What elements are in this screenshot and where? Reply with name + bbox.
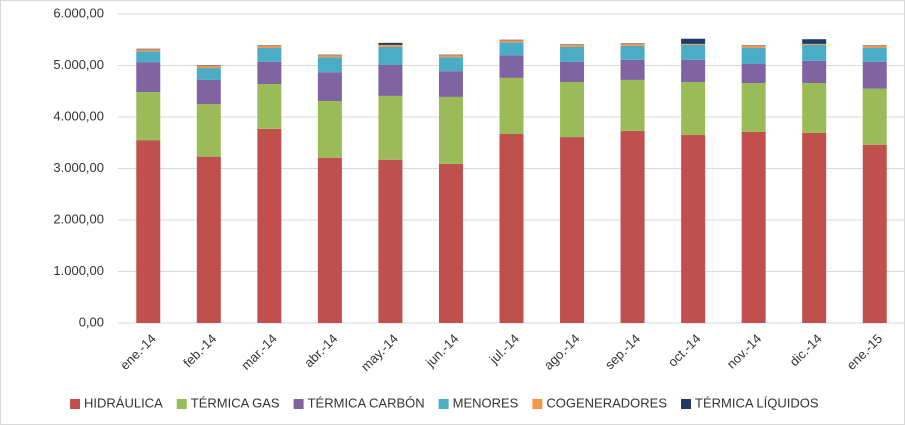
bar-segment <box>620 43 645 44</box>
bar-segment <box>862 47 887 62</box>
bar-segment <box>681 59 706 82</box>
bar-segment <box>862 45 887 48</box>
bar-segment <box>802 60 827 84</box>
bar-segment <box>317 72 342 102</box>
y-tick-label: 5.000,00 <box>53 57 104 72</box>
bar-segment <box>196 104 221 157</box>
bar-segment <box>378 64 403 96</box>
bar-segment <box>741 63 766 84</box>
bar-segment <box>136 49 161 52</box>
bar-segment <box>560 137 585 323</box>
bar-segment <box>620 43 645 46</box>
legend-label: TÉRMICA GAS <box>191 395 280 410</box>
bar-segment <box>499 55 524 78</box>
bar-segment <box>560 81 585 138</box>
legend-swatch <box>532 399 543 409</box>
bar-segment <box>438 57 463 72</box>
legend-swatch <box>176 399 187 409</box>
y-tick-label: 6.000,00 <box>53 5 104 20</box>
bar-segment <box>862 45 887 46</box>
legend-swatch <box>70 399 80 409</box>
bar-segment <box>136 140 161 323</box>
bar-segment <box>438 71 463 97</box>
bar-segment <box>499 133 524 323</box>
bar-segment <box>499 42 524 56</box>
bar-segment <box>378 42 403 45</box>
bar-segment <box>438 163 463 323</box>
bar-segment <box>317 157 342 323</box>
bar-segment <box>378 44 403 47</box>
bar-segment <box>681 44 706 60</box>
bar-segment <box>620 130 645 323</box>
bar-segment <box>257 84 282 129</box>
bar-segment <box>257 47 282 62</box>
bar-segment <box>681 135 706 323</box>
bar-segment <box>499 39 524 41</box>
y-tick-label: 0,00 <box>79 314 104 329</box>
bar-segment <box>499 77 524 134</box>
bar-segment <box>378 46 403 65</box>
bar-segment <box>802 44 827 61</box>
legend-swatch <box>681 399 691 409</box>
bar-segment <box>136 51 161 63</box>
bar-segment <box>257 128 282 323</box>
legend-label: COGENERADORES <box>546 395 667 410</box>
bar-segment <box>802 39 827 44</box>
y-tick-label: 3.000,00 <box>53 160 104 175</box>
bar-segment <box>499 40 524 43</box>
bar-segment <box>681 81 706 136</box>
bar-segment <box>620 59 645 80</box>
bar-segment <box>862 88 887 145</box>
bar-segment <box>317 101 342 158</box>
legend-swatch <box>438 399 449 409</box>
bar-segment <box>378 159 403 323</box>
bar-segment <box>560 44 585 47</box>
bar-segment <box>620 79 645 131</box>
bar-segment <box>196 66 221 69</box>
y-tick-label: 1.000,00 <box>53 263 104 278</box>
legend-label: TÉRMICA LÍQUIDOS <box>695 395 819 410</box>
bar-segment <box>196 156 221 323</box>
bar-segment <box>196 79 221 105</box>
bar-segment <box>802 43 827 45</box>
bar-segment <box>257 61 282 85</box>
bar-segment <box>317 55 342 58</box>
bar-segment <box>196 65 221 67</box>
bar-segment <box>317 57 342 73</box>
bar-segment <box>257 45 282 46</box>
bar-segment <box>560 44 585 45</box>
bar-segment <box>560 46 585 62</box>
legend-label: MENORES <box>453 395 519 410</box>
bar-segment <box>741 45 766 46</box>
bar-segment <box>741 83 766 132</box>
bar-segment <box>741 47 766 64</box>
bar-segment <box>560 61 585 82</box>
y-tick-label: 4.000,00 <box>53 108 104 123</box>
bar-segment <box>681 43 706 45</box>
bar-segment <box>136 62 161 93</box>
bar-segment <box>438 96 463 164</box>
bar-segment <box>802 83 827 133</box>
bar-segment <box>438 55 463 58</box>
bar-segment <box>741 45 766 48</box>
bar-segment <box>681 38 706 44</box>
bar-segment <box>196 68 221 80</box>
y-tick-label: 2.000,00 <box>53 211 104 226</box>
legend-label: TÉRMICA CARBÓN <box>308 395 425 410</box>
bar-segment <box>862 61 887 89</box>
bar-segment <box>741 131 766 323</box>
legend-swatch <box>293 399 304 409</box>
bar-segment <box>378 95 403 160</box>
legend-label: HIDRÁULICA <box>84 395 163 410</box>
bar-segment <box>257 45 282 48</box>
bar-segment <box>317 54 342 56</box>
bar-segment <box>438 54 463 56</box>
bar-segment <box>136 92 161 141</box>
bar-segment <box>802 132 827 323</box>
bar-segment <box>862 144 887 323</box>
bar-segment <box>136 48 161 50</box>
bar-segment <box>620 45 645 60</box>
